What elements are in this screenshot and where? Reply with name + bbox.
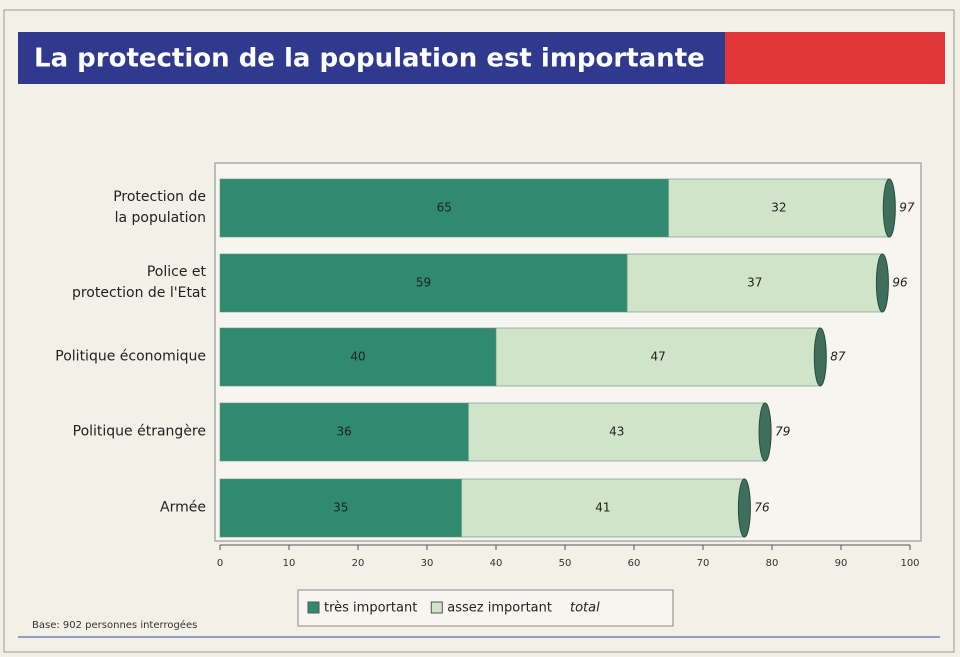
bar-cap [876, 254, 888, 312]
x-tick-label: 30 [421, 558, 434, 569]
x-tick-label: 40 [490, 558, 503, 569]
value-label: 47 [651, 350, 666, 364]
total-label: 96 [892, 276, 908, 290]
chart-title: La protection de la population est impor… [34, 44, 705, 74]
x-tick-label: 50 [559, 558, 572, 569]
x-tick-label: 90 [835, 558, 848, 569]
total-label: 76 [754, 501, 770, 515]
bar-cap [759, 403, 771, 461]
value-label: 59 [416, 276, 431, 290]
total-label: 79 [775, 425, 790, 439]
x-tick-label: 100 [900, 558, 919, 569]
value-label: 40 [350, 350, 365, 364]
legend-label: assez important [447, 601, 552, 616]
x-tick-label: 70 [697, 558, 710, 569]
value-label: 65 [437, 201, 452, 215]
bar-cap [738, 479, 750, 537]
total-label: 87 [830, 350, 846, 364]
bar-cap [883, 179, 895, 237]
x-tick-label: 0 [217, 558, 223, 569]
value-label: 35 [333, 501, 348, 515]
value-label: 41 [595, 501, 610, 515]
page: La protection de la population est impor… [0, 0, 960, 657]
title-accent [725, 32, 945, 84]
legend-label: total [570, 601, 600, 616]
footnote: Base: 902 personnes interrogées [32, 619, 197, 631]
x-tick-label: 10 [283, 558, 296, 569]
legend-label: très important [324, 601, 417, 616]
y-tick-label: Protection de la population [6, 187, 206, 229]
x-tick-label: 60 [628, 558, 641, 569]
bar-cap [814, 328, 826, 386]
y-tick-label: Politique économique [6, 347, 206, 368]
value-label: 36 [337, 425, 352, 439]
y-tick-label: Police et protection de l'Etat [6, 262, 206, 304]
x-tick-label: 20 [352, 558, 365, 569]
total-label: 97 [899, 201, 915, 215]
y-tick-label: Armée [6, 498, 206, 519]
legend-swatch [431, 602, 442, 613]
x-tick-label: 80 [766, 558, 779, 569]
legend-swatch [308, 602, 319, 613]
value-label: 43 [609, 425, 624, 439]
value-label: 37 [747, 276, 762, 290]
y-tick-label: Politique étrangère [6, 422, 206, 443]
value-label: 32 [771, 201, 786, 215]
chart: La protection de la population est impor… [0, 0, 960, 657]
